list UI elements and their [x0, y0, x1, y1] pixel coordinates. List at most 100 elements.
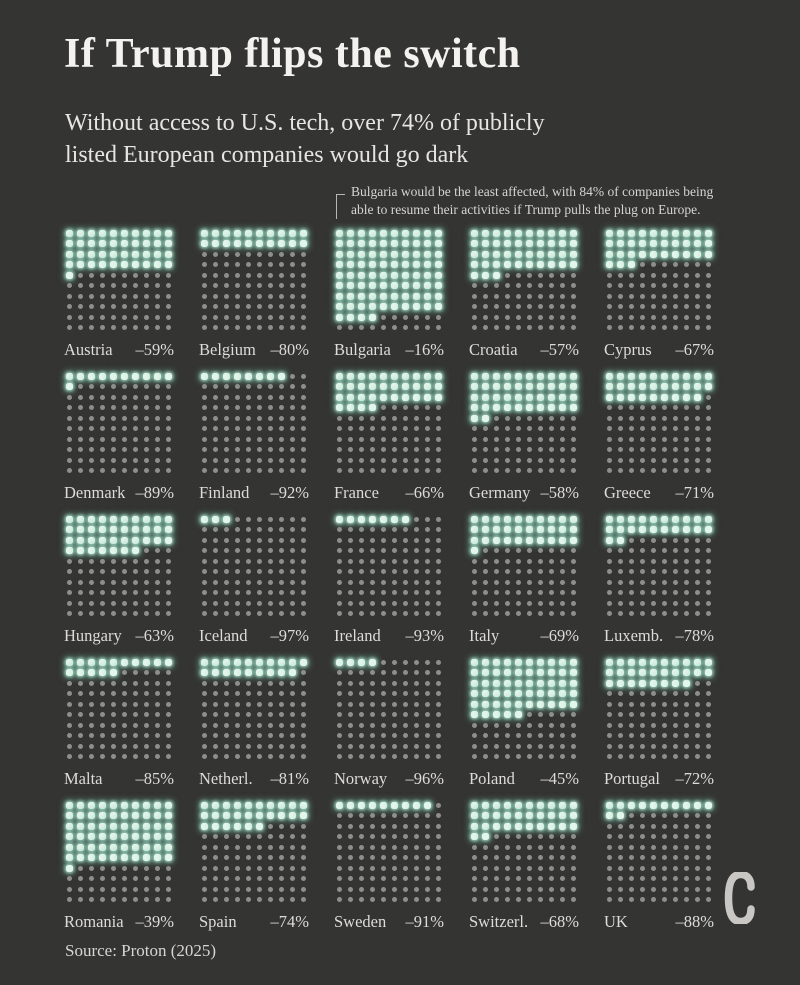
dim-dot	[617, 844, 624, 850]
lit-dot	[109, 801, 118, 809]
dim-dot	[435, 722, 442, 728]
lit-dot	[536, 372, 545, 380]
lit-dot	[503, 229, 512, 237]
dim-dot	[99, 590, 106, 596]
dim-dot	[110, 886, 117, 892]
dim-dot	[256, 447, 263, 453]
lit-dot	[470, 690, 479, 698]
dim-dot	[548, 468, 555, 474]
dim-dot	[267, 457, 274, 463]
lit-dot	[558, 812, 567, 820]
dim-dot	[223, 436, 230, 442]
dim-dot	[482, 733, 489, 739]
dim-dot	[212, 426, 219, 432]
dim-dot	[347, 886, 354, 892]
dim-dot	[88, 754, 95, 760]
dim-dot	[300, 691, 307, 697]
dim-dot	[482, 876, 489, 882]
lit-dot	[65, 658, 74, 666]
lit-dot	[616, 536, 625, 544]
dim-dot	[165, 384, 172, 390]
dim-dot	[143, 876, 150, 882]
dim-dot	[705, 844, 712, 850]
lit-dot	[87, 801, 96, 809]
dim-dot	[369, 855, 376, 861]
dim-dot	[358, 527, 365, 533]
dim-dot	[548, 743, 555, 749]
lit-dot	[569, 679, 578, 687]
dim-dot	[300, 325, 307, 331]
lit-dot	[627, 658, 636, 666]
lit-dot	[525, 383, 534, 391]
lit-dot	[390, 240, 399, 248]
lit-dot	[605, 515, 614, 523]
dim-dot	[515, 272, 522, 278]
lit-dot	[65, 526, 74, 534]
dim-dot	[88, 701, 95, 707]
dim-dot	[88, 457, 95, 463]
dim-dot	[606, 468, 613, 474]
dim-dot	[66, 733, 73, 739]
dim-dot	[165, 394, 172, 400]
lit-dot	[525, 393, 534, 401]
lit-dot	[153, 854, 162, 862]
dim-dot	[672, 823, 679, 829]
dim-dot	[289, 611, 296, 617]
dim-dot	[88, 394, 95, 400]
dim-dot	[705, 611, 712, 617]
dim-dot	[347, 426, 354, 432]
dim-dot	[402, 855, 409, 861]
dim-dot	[256, 865, 263, 871]
dim-dot	[223, 722, 230, 728]
dim-dot	[617, 600, 624, 606]
dim-dot	[471, 855, 478, 861]
dim-dot	[570, 325, 577, 331]
dim-dot	[661, 834, 668, 840]
dim-dot	[256, 733, 263, 739]
dim-dot	[639, 558, 646, 564]
dim-dot	[66, 468, 73, 474]
lit-dot	[627, 372, 636, 380]
dim-dot	[705, 712, 712, 718]
dim-dot	[672, 579, 679, 585]
dim-dot	[661, 823, 668, 829]
dim-dot	[110, 436, 117, 442]
dim-dot	[212, 712, 219, 718]
dim-dot	[548, 548, 555, 554]
dim-dot	[201, 722, 208, 728]
lit-dot	[357, 372, 366, 380]
lit-dot	[65, 833, 74, 841]
dim-dot	[672, 262, 679, 268]
dim-dot	[256, 834, 263, 840]
dim-dot	[493, 834, 500, 840]
dim-dot	[526, 834, 533, 840]
dim-dot	[559, 325, 566, 331]
dim-dot	[694, 325, 701, 331]
dim-dot	[300, 600, 307, 606]
dim-dot	[391, 680, 398, 686]
lit-dot	[131, 261, 140, 269]
lit-dot	[131, 833, 140, 841]
dim-dot	[661, 754, 668, 760]
dim-dot	[628, 733, 635, 739]
dim-dot	[606, 558, 613, 564]
dim-dot	[526, 447, 533, 453]
dim-dot	[548, 447, 555, 453]
dim-dot	[77, 325, 84, 331]
dim-dot	[336, 611, 343, 617]
annotation-text: Bulgaria would be the least affected, wi…	[351, 184, 714, 217]
dim-dot	[380, 670, 387, 676]
dim-dot	[212, 447, 219, 453]
dim-dot	[683, 558, 690, 564]
dim-dot	[617, 468, 624, 474]
dim-dot	[683, 293, 690, 299]
lit-dot	[255, 812, 264, 820]
dim-dot	[256, 537, 263, 543]
lit-dot	[605, 536, 614, 544]
dim-dot	[402, 876, 409, 882]
dim-dot	[212, 272, 219, 278]
dim-dot	[650, 405, 657, 411]
dim-dot	[548, 590, 555, 596]
dim-dot	[212, 569, 219, 575]
dim-dot	[694, 823, 701, 829]
